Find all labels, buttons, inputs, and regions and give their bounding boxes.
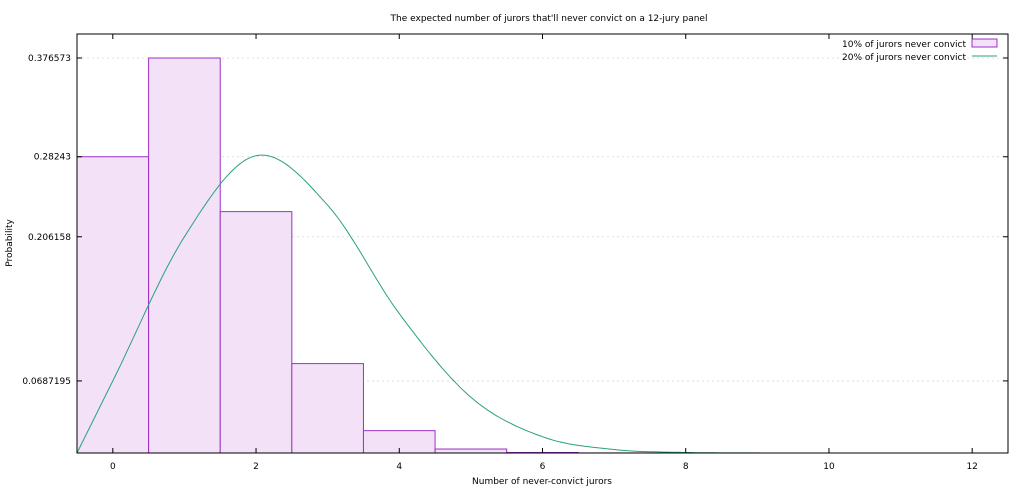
ticks-layer: 0.0687195 0.206158 0.28243 0.376573 0 2 4 6 8 10 1… (22, 34, 1008, 472)
y-axis-label: Probability (5, 219, 15, 267)
x-tick-label: 2 (253, 462, 259, 472)
legend-swatch-10-percent (971, 38, 998, 48)
legend: 10% of jurors never convict 20% of juror… (842, 38, 998, 63)
x-tick-label: 6 (540, 462, 546, 472)
chart-title: The expected number of jurors that'll ne… (390, 14, 708, 24)
bar-3 (291, 363, 364, 454)
x-tick-label: 0 (110, 462, 116, 472)
bar-2 (219, 211, 293, 454)
y-tick-label: 0.28243 (34, 153, 71, 163)
bar-1 (148, 57, 221, 454)
x-axis-label: Number of never-convict jurors (472, 477, 612, 487)
legend-label-10-percent: 10% of jurors never convict (842, 40, 966, 50)
x-tick-label: 10 (823, 462, 835, 472)
y-tick-label: 0.0687195 (22, 377, 71, 387)
bar-0 (76, 156, 150, 454)
x-tick-label: 4 (396, 462, 402, 472)
y-tick-label: 0.206158 (28, 233, 71, 243)
legend-label-20-percent: 20% of jurors never convict (842, 53, 966, 63)
bar-5 (434, 448, 508, 454)
x-tick-label: 8 (683, 462, 689, 472)
x-tick-label: 12 (966, 462, 977, 472)
y-tick-label: 0.376573 (28, 54, 71, 64)
